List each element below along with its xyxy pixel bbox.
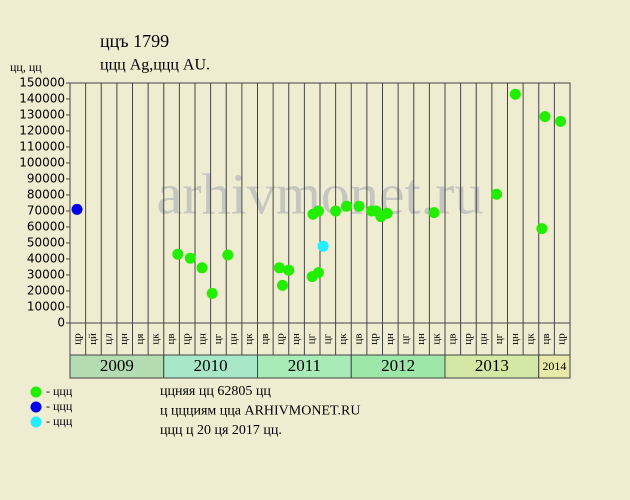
point: [491, 188, 503, 200]
point: [509, 88, 521, 100]
y-tick-label: 110000: [19, 140, 65, 154]
note: ц ццциям цца ARHIVMONET.RU: [160, 404, 360, 419]
x-tick-label: цк: [149, 333, 161, 345]
x-tick-label: цн: [196, 333, 208, 345]
point: [71, 203, 83, 215]
point: [273, 262, 285, 274]
point: [353, 200, 365, 212]
y-tick-label: 150000: [19, 76, 65, 90]
x-tick-label: цк: [337, 333, 349, 345]
point: [312, 205, 324, 217]
y-tick-label: 60000: [27, 220, 65, 234]
x-tick-label: цг: [399, 333, 411, 344]
legend-label: - ццц: [46, 384, 73, 398]
x-tick-label: цк: [243, 333, 255, 345]
y-tick-label: 120000: [19, 124, 65, 138]
point: [317, 240, 329, 252]
point: [536, 223, 548, 235]
legend-label: - ццц: [46, 399, 73, 413]
chart-subtitle: ццц Ag,ццц AU.: [100, 57, 210, 74]
y-tick-label: 90000: [27, 172, 65, 186]
x-tick-label: цг: [321, 333, 333, 344]
x-tick-label: цн: [478, 333, 490, 345]
x-tick-label: цл: [103, 333, 115, 345]
note: ццняя цц 62805 цц: [160, 384, 271, 399]
point: [196, 262, 208, 274]
x-tick-label: цв: [165, 333, 177, 344]
x-tick-label: цг: [306, 333, 318, 344]
x-tick-label: цр: [556, 333, 568, 345]
y-tick-label: 10000: [27, 300, 65, 314]
y-tick-label: 40000: [27, 252, 65, 266]
legend-marker: [30, 416, 42, 428]
y-tick-label: 80000: [27, 188, 65, 202]
y-tick-label: 130000: [19, 108, 65, 122]
year-label: 2013: [475, 356, 509, 375]
point: [381, 207, 393, 219]
point: [283, 264, 295, 276]
x-tick-label: цн: [509, 333, 521, 345]
x-tick-label: цн: [228, 333, 240, 345]
x-tick-label: цн: [384, 333, 396, 345]
note: ццц ц 20 ця 2017 цц.: [160, 423, 282, 438]
y-tick-label: 140000: [19, 92, 65, 106]
chart-title: ццъ 1799: [100, 31, 169, 51]
point: [330, 205, 342, 217]
y-axis-label: цц, цц: [10, 60, 42, 74]
x-tick-label: ця: [134, 334, 146, 345]
x-tick-label: цг: [493, 333, 505, 344]
x-tick-label: цр: [71, 333, 83, 345]
x-tick-label: цк: [431, 333, 443, 345]
point: [172, 248, 184, 260]
x-tick-label: цв: [446, 333, 458, 344]
y-tick-label: 20000: [27, 284, 65, 298]
x-tick-label: цн: [118, 333, 130, 345]
point: [184, 252, 196, 264]
x-tick-label: цг: [212, 333, 224, 344]
plot-frame: [69, 82, 571, 356]
x-tick-label: цр: [462, 333, 474, 345]
point: [428, 207, 440, 219]
x-tick-label: цй: [87, 333, 99, 345]
x-tick-label: цв: [353, 333, 365, 344]
year-label: 2009: [100, 356, 134, 375]
year-label: 2012: [381, 356, 415, 375]
year-label: 2010: [194, 356, 228, 375]
point: [341, 200, 353, 212]
x-tick-label: цр: [274, 333, 286, 345]
x-tick-label: цр: [181, 333, 193, 345]
year-label: 2011: [288, 356, 321, 375]
y-tick-label: 70000: [27, 204, 65, 218]
point: [277, 279, 288, 291]
year-label: 2014: [542, 359, 566, 373]
x-tick-label: цн: [415, 333, 427, 345]
y-tick-label: 50000: [27, 236, 65, 250]
legend-marker: [30, 401, 42, 413]
x-tick-label: цн: [290, 333, 302, 345]
x-tick-label: цв: [540, 333, 552, 344]
x-tick-label: цр: [368, 333, 380, 345]
y-tick-label: 100000: [19, 156, 65, 170]
x-tick-label: цк: [524, 333, 536, 345]
legend-marker: [30, 386, 42, 398]
point: [555, 115, 567, 127]
point: [206, 287, 218, 299]
y-tick-label: 0: [57, 316, 65, 330]
legend-label: - ццц: [46, 414, 73, 428]
point: [312, 267, 324, 279]
point: [222, 249, 234, 261]
x-tick-label: цв: [259, 333, 271, 344]
y-tick-label: 30000: [27, 268, 65, 282]
point: [539, 111, 551, 123]
